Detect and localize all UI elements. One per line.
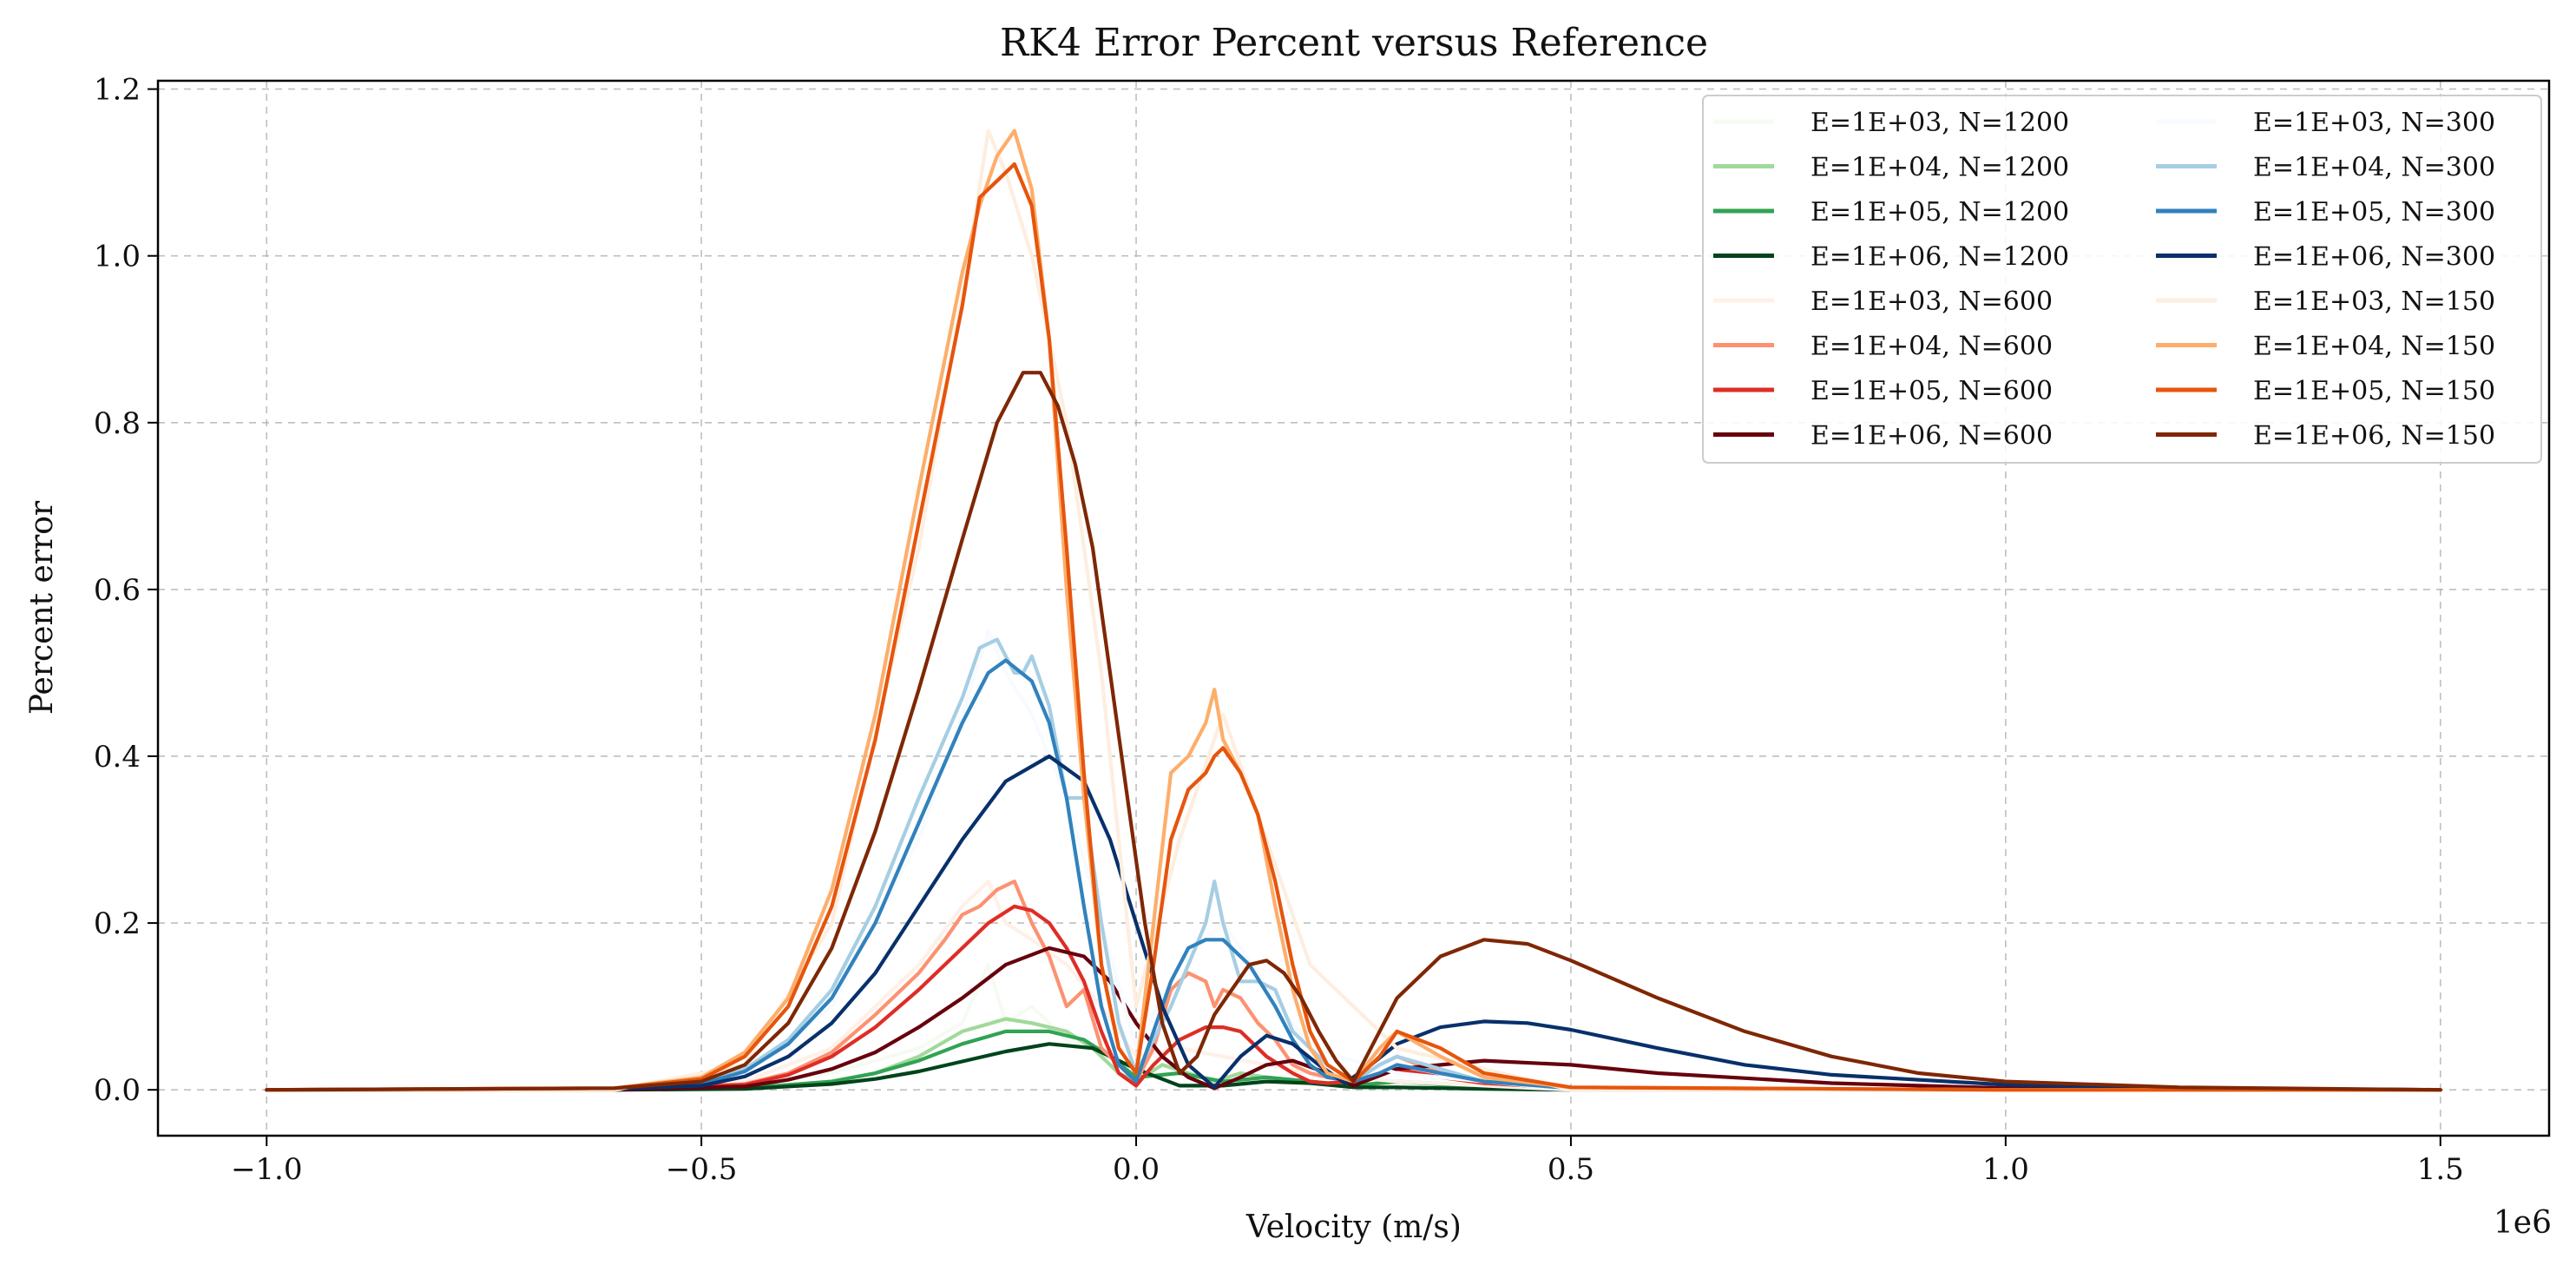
series-line <box>265 371 2442 1092</box>
legend-entry: E=1E+03, N=300 <box>2253 108 2495 138</box>
y-tick-label: 0.2 <box>94 906 141 941</box>
y-axis-label: Percent error <box>24 500 60 715</box>
legend-entry: E=1E+06, N=1200 <box>1810 242 2069 273</box>
series-line <box>265 962 2442 1092</box>
series-line <box>265 754 2442 1092</box>
x-tick-label: 0.5 <box>1548 1152 1594 1187</box>
y-tick-label: 0.0 <box>94 1073 141 1108</box>
x-tick-label: 1.5 <box>2417 1152 2464 1187</box>
x-tick-label: 1.0 <box>1982 1152 2029 1187</box>
y-tick-label: 1.2 <box>94 73 141 108</box>
series-line <box>265 629 2442 1092</box>
legend-entry: E=1E+06, N=150 <box>2253 421 2495 451</box>
legend: E=1E+03, N=1200 E=1E+04, N=1200 E=1E+05, N… <box>1702 95 2542 464</box>
x-axis-label: Velocity (m/s) <box>1245 1209 1462 1245</box>
legend-entry: E=1E+05, N=600 <box>1810 376 2053 406</box>
series-line <box>265 637 2442 1092</box>
series-line <box>265 658 2442 1092</box>
series-line <box>265 129 2442 1092</box>
legend-entry: E=1E+03, N=600 <box>1810 287 2053 317</box>
legend-entry: E=1E+04, N=150 <box>2253 332 2495 362</box>
legend-entry: E=1E+03, N=1200 <box>1810 108 2069 138</box>
legend-entry: E=1E+04, N=1200 <box>1810 153 2069 183</box>
x-tick-label: 0.0 <box>1113 1152 1160 1187</box>
axis-ticks: −1.0 −0.5 0.0 0.5 1.0 1.5 0.0 0.2 0.4 0.6 0.8 1.0 1.… <box>94 73 2464 1187</box>
legend-entry: E=1E+03, N=150 <box>2253 287 2495 317</box>
series-line <box>265 129 2442 1092</box>
series-line <box>265 946 2442 1092</box>
x-tick-label: −1.0 <box>231 1152 303 1187</box>
x-tick-label: −0.5 <box>666 1152 738 1187</box>
x-offset-label: 1e6 <box>2494 1205 2552 1241</box>
legend-entry: E=1E+05, N=300 <box>2253 197 2495 227</box>
plot-lines <box>265 129 2442 1092</box>
y-tick-label: 0.8 <box>94 406 141 441</box>
plot-frame <box>156 79 2551 1137</box>
legend-entry: E=1E+06, N=300 <box>2253 242 2495 273</box>
legend-entry: E=1E+05, N=150 <box>2253 376 2495 406</box>
chart-title: RK4 Error Percent versus Reference <box>1000 21 1708 65</box>
legend-entry: E=1E+04, N=300 <box>2253 153 2495 183</box>
y-tick-label: 1.0 <box>94 240 141 274</box>
legend-box <box>1702 95 2542 464</box>
y-tick-label: 0.6 <box>94 573 141 608</box>
legend-entry: E=1E+06, N=600 <box>1810 421 2053 451</box>
series-line <box>265 879 2442 1092</box>
legend-entry: E=1E+04, N=600 <box>1810 332 2053 362</box>
legend-entry: E=1E+05, N=1200 <box>1810 197 2069 227</box>
series-line <box>265 879 2442 1092</box>
y-tick-label: 0.4 <box>94 740 141 774</box>
